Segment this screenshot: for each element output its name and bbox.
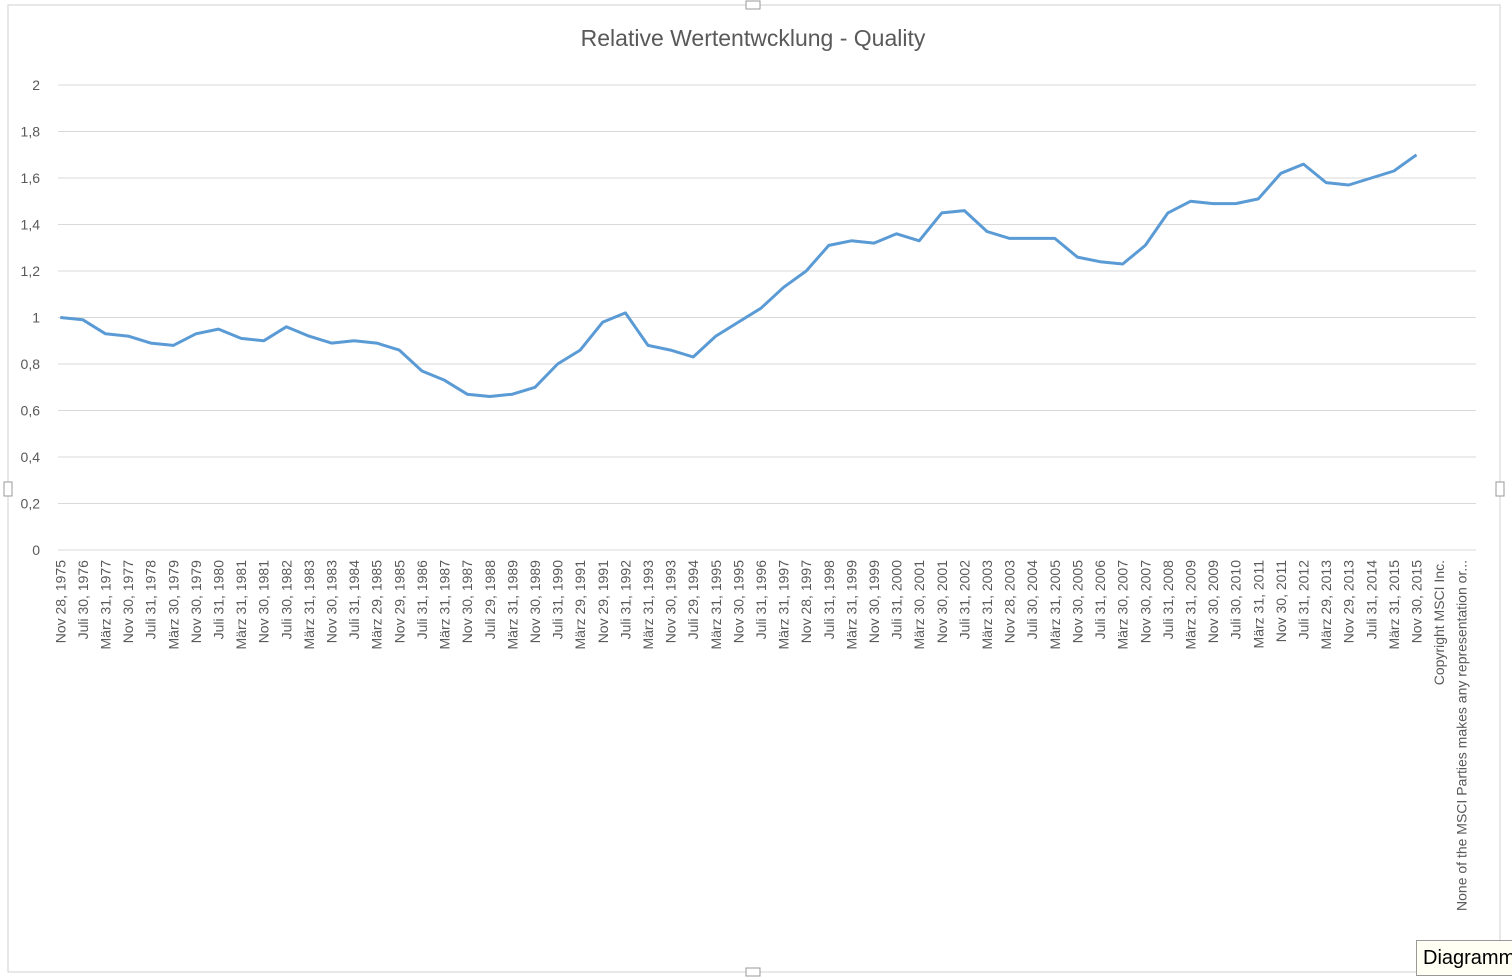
y-tick-label: 0,8	[21, 356, 41, 372]
x-tick-label: Nov 30, 1989	[527, 560, 543, 643]
x-tick-label: Nov 30, 1977	[120, 560, 136, 643]
y-tick-label: 0	[32, 542, 40, 558]
x-tick-label: März 29, 2013	[1318, 560, 1334, 650]
x-tick-label: März 29, 1985	[369, 560, 385, 650]
x-tick-label: März 31, 1999	[843, 560, 859, 650]
x-tick-label: Nov 29, 1985	[391, 560, 407, 643]
x-tick-label: Juli 31, 1978	[143, 560, 159, 640]
x-tick-label: Juli 31, 1984	[346, 560, 362, 640]
x-tick-label: Juli 31, 1998	[821, 560, 837, 640]
x-tick-label: Nov 30, 2005	[1069, 560, 1085, 643]
x-tick-label: Juli 31, 1986	[414, 560, 430, 640]
x-tick-label: Juli 30, 2010	[1228, 560, 1244, 640]
x-tick-label: Juli 30, 2004	[1024, 560, 1040, 640]
x-tick-label: März 29, 1991	[572, 560, 588, 650]
y-tick-label: 1,6	[21, 170, 41, 186]
x-tick-label: März 31, 1997	[776, 560, 792, 650]
x-tick-label: März 31, 2009	[1182, 560, 1198, 650]
x-tick-label: März 31, 2003	[979, 560, 995, 650]
x-tick-label: März 31, 1987	[437, 560, 453, 650]
x-tick-label: März 31, 2015	[1386, 560, 1402, 650]
x-tick-label: März 31, 2011	[1250, 560, 1266, 649]
x-tick-label: Nov 29, 2013	[1341, 560, 1357, 643]
x-tick-label: Juli 31, 2006	[1092, 560, 1108, 640]
chart-frame[interactable]	[7, 4, 1501, 973]
x-tick-label: März 31, 1983	[301, 560, 317, 650]
resize-handle[interactable]	[3, 481, 13, 497]
x-tick-label: Juli 31, 2012	[1295, 560, 1311, 640]
y-tick-label: 1,2	[21, 263, 41, 279]
y-tick-label: 0,2	[21, 496, 41, 512]
y-tick-label: 0,4	[21, 449, 41, 465]
resize-handle[interactable]	[745, 0, 761, 10]
x-tick-label: Nov 30, 2009	[1205, 560, 1221, 643]
x-tick-label: März 31, 1989	[504, 560, 520, 650]
x-tick-label: Nov 30, 2011	[1273, 560, 1289, 642]
y-tick-label: 2	[32, 77, 40, 93]
x-tick-label: März 31, 2005	[1047, 560, 1063, 650]
x-tick-label: Nov 30, 1979	[188, 560, 204, 643]
y-tick-label: 1	[32, 310, 40, 326]
x-tick-label: Juli 31, 2002	[956, 560, 972, 640]
x-tick-label: Nov 30, 1987	[459, 560, 475, 643]
resize-handle[interactable]	[745, 967, 761, 977]
x-tick-label: Juli 30, 1976	[75, 560, 91, 640]
x-tick-label: März 31, 1981	[233, 560, 249, 650]
x-tick-label: Juli 31, 1996	[753, 560, 769, 640]
x-tick-label: Nov 28, 2003	[1002, 560, 1018, 643]
x-tick-label: März 31, 1993	[640, 560, 656, 650]
x-tick-label: Nov 30, 1993	[663, 560, 679, 643]
x-tick-label: Juli 31, 1990	[550, 560, 566, 640]
x-tick-label: Juli 30, 1982	[278, 560, 294, 640]
x-tick-label: Nov 30, 2015	[1408, 560, 1424, 643]
x-tick-label: Nov 30, 1995	[730, 560, 746, 643]
y-tick-label: 0,6	[21, 403, 41, 419]
x-tick-label: Juli 31, 1980	[211, 560, 227, 640]
series-line	[60, 153, 1418, 398]
x-tick-label: Juli 31, 2014	[1363, 560, 1379, 640]
x-tick-label: Nov 30, 1983	[324, 560, 340, 643]
x-tick-label: Nov 30, 1981	[256, 560, 272, 643]
tooltip: Diagramm	[1416, 940, 1512, 976]
x-tick-label: Nov 30, 2007	[1137, 560, 1153, 643]
x-tick-label: Nov 28, 1975	[52, 560, 68, 643]
x-tick-label: März 30, 2007	[1115, 560, 1131, 650]
x-tick-label: Juli 31, 2000	[889, 560, 905, 640]
x-tick-label: Nov 30, 1999	[866, 560, 882, 643]
x-tick-label: Juli 31, 1992	[617, 560, 633, 640]
x-tick-label: Nov 29, 1991	[595, 560, 611, 643]
x-tick-label: Nov 30, 2001	[934, 560, 950, 643]
chart-title: Relative Wertentwcklung - Quality	[581, 25, 926, 51]
x-tick-label: März 30, 1979	[165, 560, 181, 650]
x-tick-label: Juli 29, 1994	[685, 560, 701, 640]
resize-handle[interactable]	[1495, 481, 1505, 497]
x-tick-label: Juli 29, 1988	[482, 560, 498, 640]
x-tick-label: März 30, 2001	[911, 560, 927, 650]
x-tick-label: Copyright MSCI Inc.	[1431, 560, 1447, 685]
x-tick-label: Nov 28, 1997	[798, 560, 814, 643]
x-tick-label: Juli 31, 2008	[1160, 560, 1176, 640]
y-tick-label: 1,4	[21, 217, 41, 233]
x-tick-label: März 31, 1977	[98, 560, 114, 650]
x-tick-label: None of the MSCI Parties makes any repre…	[1454, 560, 1470, 911]
plot: 0 0,2 0,4 0,6 0,8 1 1,2 1,4 1,6 1,8 2 Nov 28, 1975 J…	[21, 77, 1476, 911]
x-tick-label: März 31, 1995	[708, 560, 724, 650]
y-tick-label: 1,8	[21, 124, 41, 140]
